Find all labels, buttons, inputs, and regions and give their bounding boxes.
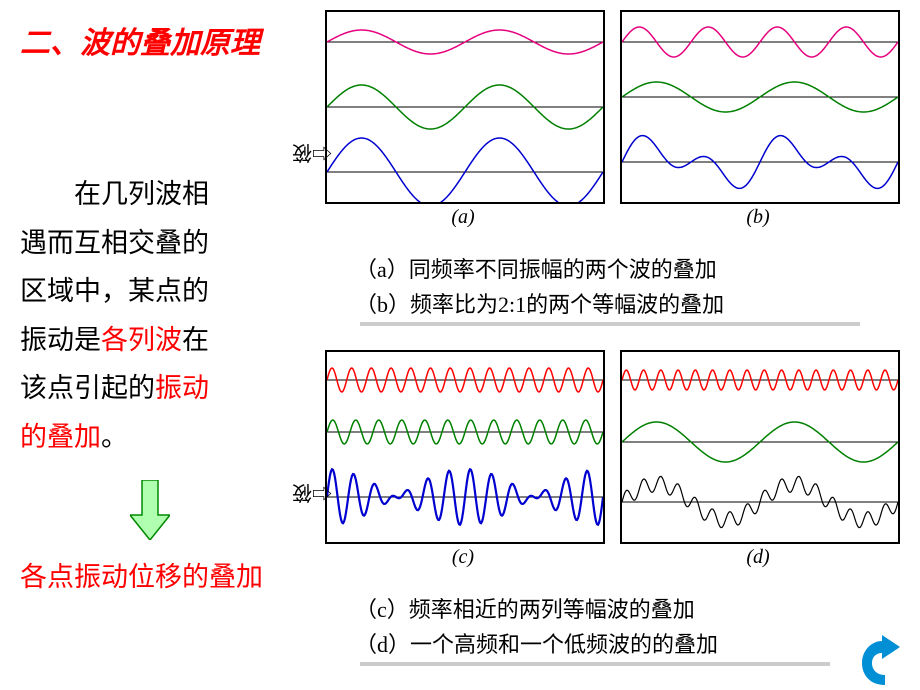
chart-a — [325, 10, 605, 204]
return-arrow-icon[interactable] — [860, 635, 910, 685]
chart-d-label: (d) — [620, 546, 896, 569]
chart-b — [620, 10, 900, 204]
body-line: 。 — [101, 422, 128, 452]
conclusion-text: 各点振动位移的叠加 — [20, 555, 263, 594]
body-line: 遇而互相交叠的 — [20, 228, 209, 258]
caption-cd: （c）频率相近的两列等幅波的叠加 （d）一个高频和一个低频波的的叠加 — [355, 592, 855, 662]
body-highlight: 的叠加 — [20, 422, 101, 452]
chart-b-label: (b) — [620, 206, 896, 229]
caption-ab: （a）同频率不同振幅的两个波的叠加 （b）频率比为2:1的两个等幅波的叠加 — [355, 252, 875, 322]
caption-line: （b）频率比为2:1的两个等幅波的叠加 — [355, 287, 875, 322]
body-line: 区域中，某点的 — [20, 276, 209, 306]
body-line: 该点引起的 — [20, 373, 155, 403]
section-title: 二、波的叠加原理 — [20, 18, 260, 62]
down-arrow-icon — [130, 480, 170, 540]
body-line: 在 — [182, 325, 209, 355]
caption-line: （d）一个高频和一个低频波的的叠加 — [355, 627, 855, 662]
caption-line: （a）同频率不同振幅的两个波的叠加 — [355, 252, 875, 287]
chart-c-label: (c) — [325, 546, 601, 569]
body-highlight: 振动 — [155, 373, 209, 403]
body-line: 在几列波相 — [74, 179, 209, 209]
body-line: 振动是 — [20, 325, 101, 355]
body-highlight: 各列波 — [101, 325, 182, 355]
body-paragraph: 在几列波相 遇而互相交叠的 区域中，某点的 振动是各列波在 该点引起的振动 的叠… — [20, 170, 300, 462]
caption-line: （c）频率相近的两列等幅波的叠加 — [355, 592, 855, 627]
chart-c — [325, 350, 605, 544]
chart-d — [620, 350, 900, 544]
chart-a-label: (a) — [325, 206, 601, 229]
